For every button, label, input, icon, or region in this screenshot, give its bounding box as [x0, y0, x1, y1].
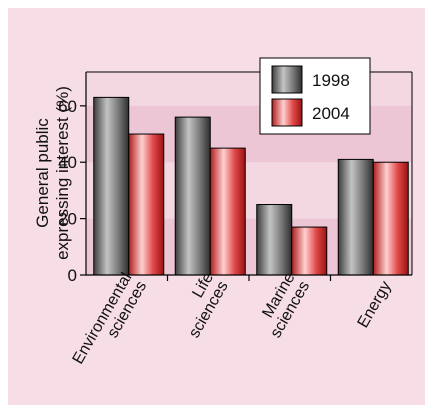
category-label-line: Energy: [355, 279, 395, 331]
y-axis-title-line: General public: [33, 118, 52, 228]
legend-swatch-2004: [271, 98, 303, 127]
bar-1998-1: [174, 116, 211, 276]
legend-label-1998: 1998: [312, 71, 350, 90]
legend-swatch-1998: [271, 65, 303, 94]
bar-2004-1: [209, 147, 246, 276]
bar-1998-3: [337, 158, 374, 276]
bar-2004-2: [291, 226, 328, 276]
bar-2004-3: [372, 161, 409, 276]
category-label-1: Lifesciences: [171, 270, 232, 341]
y-axis-title-line: expressing interest (%): [53, 86, 72, 260]
category-label-3: Energy: [355, 279, 395, 331]
bar-2004-0: [128, 133, 165, 276]
bar-1998-0: [93, 96, 130, 276]
y-tick-label-60: 60: [58, 97, 77, 116]
legend-label-2004: 2004: [312, 104, 350, 123]
y-tick-label-0: 0: [68, 266, 77, 285]
y-axis-title: General publicexpressing interest (%): [33, 86, 72, 260]
y-tick-label-20: 20: [58, 210, 77, 229]
category-label-0: Environmentalsciences: [70, 270, 151, 376]
category-label-2: Marinesciences: [253, 270, 314, 341]
bar-1998-2: [256, 204, 293, 276]
y-tick-label-40: 40: [58, 153, 77, 172]
